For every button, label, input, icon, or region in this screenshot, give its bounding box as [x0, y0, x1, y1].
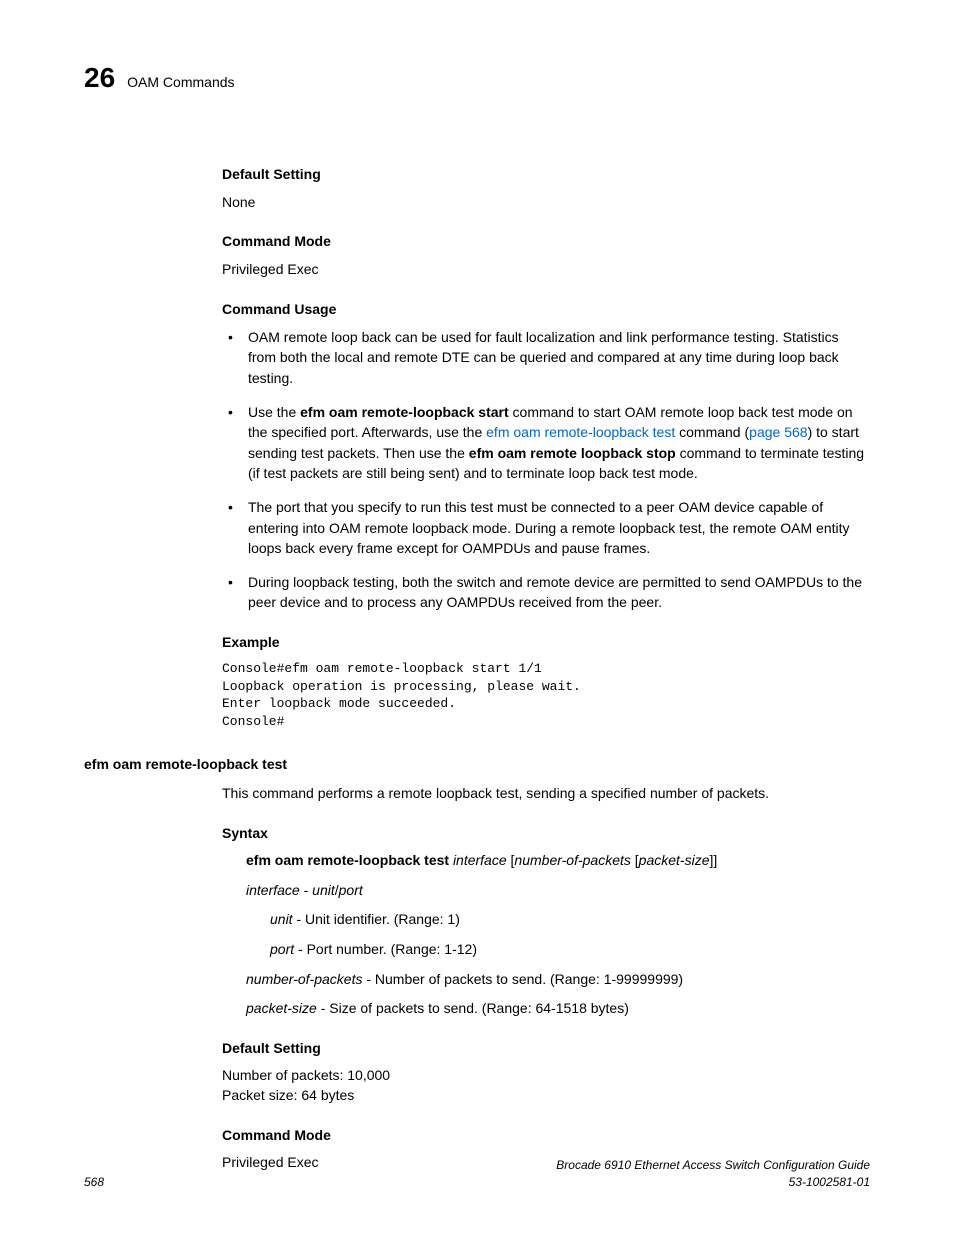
doc-number: 53-1002581-01	[556, 1174, 870, 1191]
param-name: unit	[270, 911, 293, 927]
bullet-text: command (	[675, 424, 749, 440]
param-name: port	[270, 941, 294, 957]
page-footer: 568 Brocade 6910 Ethernet Access Switch …	[84, 1157, 870, 1191]
default-setting-body: None	[222, 193, 870, 213]
param-desc: - Port number. (Range: 1-12)	[294, 941, 477, 957]
command2-content: This command performs a remote loopback …	[222, 784, 870, 1173]
syntax-line: efm oam remote-loopback test interface […	[246, 851, 870, 871]
page-header: 26 OAM Commands	[84, 58, 870, 97]
default-setting-2-heading: Default Setting	[222, 1039, 870, 1059]
list-item: Use the efm oam remote-loopback start co…	[222, 402, 870, 483]
syntax-text: [	[631, 852, 639, 868]
syntax-command: efm oam remote-loopback test	[246, 852, 453, 868]
syntax-param: interface	[453, 852, 507, 868]
page-reference-link[interactable]: page 568	[749, 424, 807, 440]
list-item: OAM remote loop back can be used for fau…	[222, 327, 870, 388]
command-mode-body: Privileged Exec	[222, 260, 870, 280]
param-desc: - Unit identifier. (Range: 1)	[293, 911, 460, 927]
default-setting-heading: Default Setting	[222, 165, 870, 185]
bullet-text: The port that you specify to run this te…	[248, 499, 850, 556]
syntax-nop: number-of-packets - Number of packets to…	[246, 970, 870, 990]
param-part: port	[339, 882, 363, 898]
default-setting-2-line2: Packet size: 64 bytes	[222, 1086, 870, 1106]
main-content: Default Setting None Command Mode Privil…	[222, 165, 870, 730]
syntax-ps: packet-size - Size of packets to send. (…	[246, 999, 870, 1019]
inline-command: efm oam remote-loopback start	[300, 404, 509, 420]
example-heading: Example	[222, 633, 870, 653]
command-description: This command performs a remote loopback …	[222, 784, 870, 804]
bullet-text: Use the	[248, 404, 300, 420]
param-part: unit	[312, 882, 335, 898]
syntax-port: port - Port number. (Range: 1-12)	[270, 940, 870, 960]
list-item: During loopback testing, both the switch…	[222, 572, 870, 613]
page-number: 568	[84, 1174, 104, 1191]
param-name: interface	[246, 882, 300, 898]
param-sep: -	[300, 882, 312, 898]
cross-reference-link[interactable]: efm oam remote-loopback test	[486, 424, 675, 440]
inline-command: efm oam remote loopback stop	[469, 445, 676, 461]
bullet-text: OAM remote loop back can be used for fau…	[248, 329, 839, 386]
param-name: number-of-packets	[246, 971, 362, 987]
list-item: The port that you specify to run this te…	[222, 497, 870, 558]
doc-title: Brocade 6910 Ethernet Access Switch Conf…	[556, 1157, 870, 1174]
command-name-heading: efm oam remote-loopback test	[84, 755, 870, 775]
syntax-param: packet-size	[639, 852, 710, 868]
example-code: Console#efm oam remote-loopback start 1/…	[222, 660, 870, 730]
command-mode-heading: Command Mode	[222, 232, 870, 252]
footer-doc-info: Brocade 6910 Ethernet Access Switch Conf…	[556, 1157, 870, 1191]
syntax-unit: unit - Unit identifier. (Range: 1)	[270, 910, 870, 930]
syntax-text: ]]	[709, 852, 717, 868]
syntax-interface: interface - unit/port	[246, 881, 870, 901]
chapter-title: OAM Commands	[127, 73, 234, 93]
param-desc: - Size of packets to send. (Range: 64-15…	[317, 1000, 629, 1016]
default-setting-2-line1: Number of packets: 10,000	[222, 1066, 870, 1086]
command-usage-list: OAM remote loop back can be used for fau…	[222, 327, 870, 613]
command-mode-2-heading: Command Mode	[222, 1126, 870, 1146]
param-name: packet-size	[246, 1000, 317, 1016]
bullet-text: During loopback testing, both the switch…	[248, 574, 862, 610]
command-usage-heading: Command Usage	[222, 300, 870, 320]
syntax-heading: Syntax	[222, 824, 870, 844]
chapter-number: 26	[84, 58, 115, 97]
param-desc: - Number of packets to send. (Range: 1-9…	[362, 971, 683, 987]
syntax-param: number-of-packets	[514, 852, 630, 868]
